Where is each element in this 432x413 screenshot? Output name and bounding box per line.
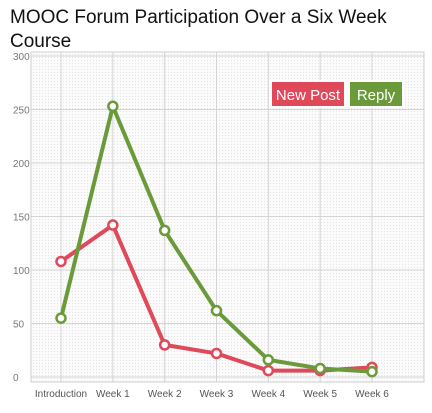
x-tick-label: Week 3 [200,389,234,400]
data-point-new-post [55,255,67,268]
data-point-reply [158,224,171,237]
y-tick-label: 300 [13,52,30,63]
legend-swatch [272,82,344,106]
legend-label: New Post [276,87,341,104]
data-point-reply [107,100,119,113]
data-point-reply [366,365,378,378]
data-point-reply [262,354,275,366]
data-point-new-post [158,339,171,351]
y-tick-label: 150 [13,213,30,224]
x-tick-label: Week 1 [96,389,130,400]
data-point-reply [55,312,67,324]
legend-swatch [350,82,402,106]
data-point-reply [314,362,326,375]
legend-label: Reply [357,87,396,104]
chart-title: MOOC Forum Participation Over a Six Week… [10,7,387,52]
legend-item-reply: Reply [348,80,404,108]
data-point-new-post [107,219,119,231]
y-tick-label: 200 [13,159,30,170]
x-tick-label: Week 2 [148,389,182,400]
data-point-new-post [210,347,223,360]
x-tick-label: Week 4 [251,389,285,400]
y-tick-label: 0 [13,373,19,384]
legend-item-new-post: New Post [270,80,346,108]
x-tick-label: Week 6 [355,389,389,400]
x-tick-label: Week 5 [303,389,337,400]
x-tick-label: Introduction [35,389,87,400]
data-point-reply [210,304,223,317]
y-tick-label: 250 [13,106,30,117]
data-point-new-post [262,364,275,377]
y-tick-label: 50 [13,320,25,331]
y-tick-label: 100 [13,266,30,277]
